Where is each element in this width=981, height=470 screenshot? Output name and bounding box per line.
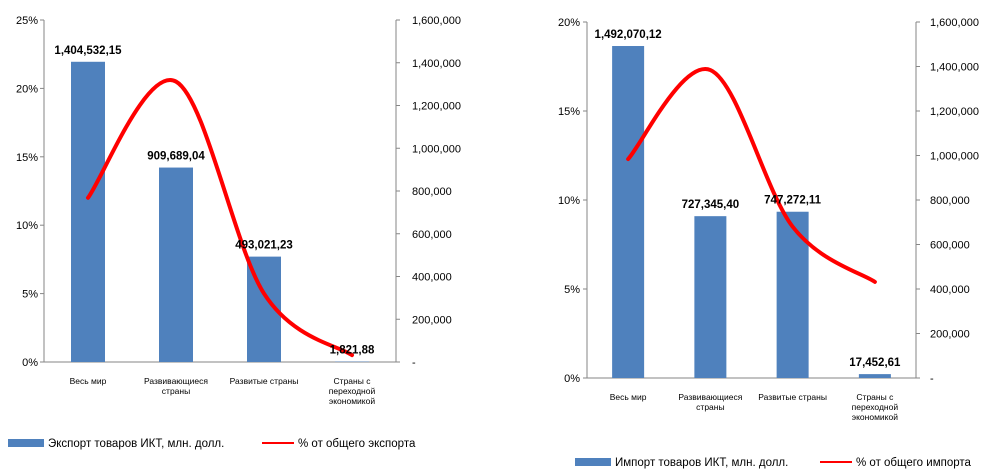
category-label: переходной [329,386,376,396]
right-tick-label: 1,400,000 [930,62,979,74]
bar-3 [858,374,891,378]
left-tick-label: 20% [16,83,38,95]
legend-bar-swatch [8,439,44,447]
legend-bar-label: Экспорт товаров ИКТ, млн. долл. [48,438,224,450]
left-tick-label: 0% [564,373,580,385]
category-label: страны [162,386,190,396]
right-tick-label: 1,600,000 [930,17,979,29]
left-tick-label: 5% [22,289,38,301]
category-label: Развивающиеся [678,392,742,402]
category-label: Развитые страны [758,392,827,402]
right-tick-label: 600,000 [412,229,452,241]
right-tick-label: 1,400,000 [412,58,461,70]
left-tick-label: 10% [558,195,580,207]
right-tick-label: 200,000 [412,314,452,326]
bar-1 [159,167,193,362]
bar-data-label: 727,345,40 [682,199,740,211]
right-tick-label: - [412,357,416,369]
left-tick-label: 5% [564,284,580,296]
left-tick-label: 25% [16,15,38,27]
category-label: Развитые страны [230,376,299,386]
percent-line [626,67,877,284]
right-tick-label: 400,000 [412,272,452,284]
category-label: страны [696,402,724,412]
bar-data-label: 747,272,11 [764,195,822,207]
bar-data-label: 17,452,61 [849,357,901,369]
category-label: Страны с [334,376,372,386]
bar-data-label: 1,492,070,12 [595,29,662,41]
bar-data-label: 909,689,04 [147,151,205,163]
legend-bar-label: Импорт товаров ИКТ, млн. долл. [615,457,788,469]
export-chart: 0% 5% 10% 15% 20% 25% - 200,000 400,000 600,000 80… [8,15,461,450]
category-label: переходной [852,402,899,412]
right-tick-label: 400,000 [930,284,970,296]
import-chart: 0% 5% 10% 15% 20% - 200,000 400,000 600,000 800,0… [558,17,979,469]
right-tick-label: 800,000 [930,195,970,207]
right-tick-label: 1,200,000 [412,101,461,113]
right-tick-label: 1,000,000 [930,151,979,163]
right-tick-label: 800,000 [412,186,452,198]
category-label: Весь мир [610,392,647,402]
bar-0 [612,46,645,378]
right-tick-label: 200,000 [930,329,970,341]
right-tick-label: 1,000,000 [412,143,461,155]
bar-1 [694,216,727,378]
bar-data-label: 1,404,532,15 [54,45,122,57]
category-label: Развивающиеся [144,376,208,386]
left-tick-label: 20% [558,17,580,29]
right-tick-label: 1,600,000 [412,15,461,27]
category-label: экономикой [852,412,898,422]
percent-line [86,78,354,358]
bar-data-label: 1,821,88 [330,345,375,357]
category-label: экономикой [329,396,375,406]
bar-data-label: 493,021,23 [235,240,293,252]
legend-line-label: % от общего импорта [856,457,972,469]
right-tick-label: 600,000 [930,240,970,252]
category-label: Весь мир [70,376,107,386]
bar-0 [71,61,105,363]
left-tick-label: 15% [558,106,580,118]
left-tick-label: 10% [16,220,38,232]
category-label: Страны с [856,392,894,402]
right-tick-label: - [930,373,934,385]
legend-bar-swatch [575,458,611,466]
right-tick-label: 1,200,000 [930,106,979,118]
left-tick-label: 0% [22,357,38,369]
legend-line-label: % от общего экспорта [298,438,416,450]
left-tick-label: 15% [16,152,38,164]
